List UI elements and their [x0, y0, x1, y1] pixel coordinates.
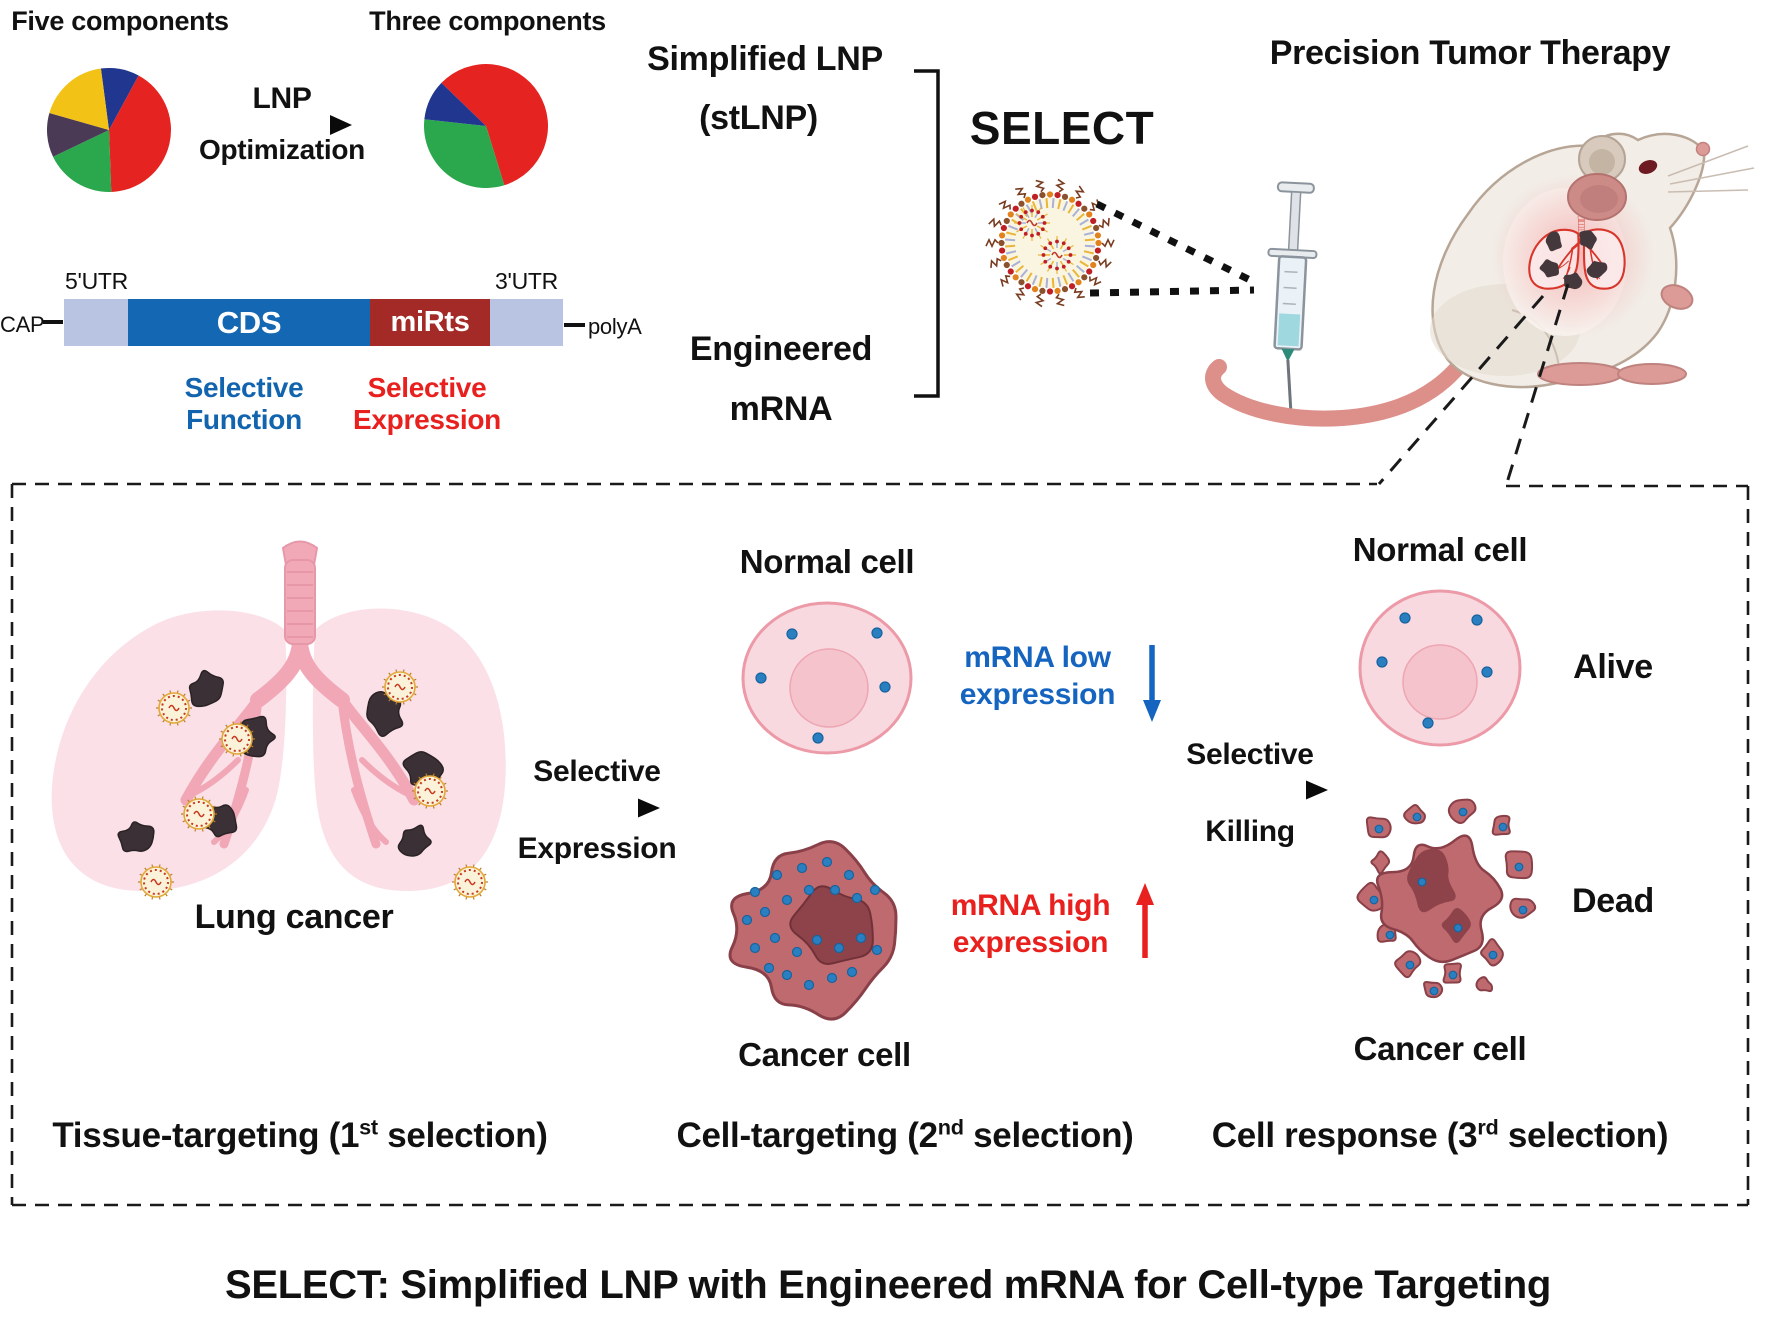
- selective-expression-arrow: [517, 798, 660, 818]
- high-expression-up-arrow: [1136, 883, 1154, 958]
- lnp-particle-illustration: [985, 178, 1115, 308]
- three-components-label: Three components: [369, 6, 606, 36]
- precision-tumor-therapy-title: Precision Tumor Therapy: [1269, 34, 1671, 72]
- construct-ticks: [43, 320, 585, 327]
- syringe-icon: [1267, 181, 1318, 415]
- normal-cell-label-mid: Normal cell: [739, 543, 915, 580]
- stlnp-label: (stLNP): [699, 99, 818, 137]
- five-component-pie-chart: [47, 68, 171, 192]
- lung-cancer-label: Lung cancer: [194, 898, 394, 936]
- lnp-to-syringe-dotted-lines: [1089, 200, 1256, 297]
- cds-label: CDS: [216, 304, 282, 340]
- polya-label: polyA: [588, 314, 642, 339]
- selective-killing-arrow: [1185, 780, 1328, 800]
- figure-footer-title: SELECT: Simplified LNP with Engineered m…: [225, 1263, 1551, 1307]
- five-components-label: Five components: [11, 6, 229, 36]
- selective-expression-label: Selective Expression: [353, 372, 501, 435]
- mrna-construct-bar: CDS miRts: [64, 299, 563, 346]
- mrna-high-expression-label: mRNA high expression: [950, 889, 1111, 959]
- utr3-segment: [490, 299, 563, 346]
- cancer-cell-label-mid: Cancer cell: [738, 1036, 911, 1073]
- low-expression-down-arrow: [1143, 645, 1161, 722]
- selective-killing-arrow-label-bottom: Killing: [1205, 815, 1295, 848]
- dead-cancer-cell-illustration: [1356, 798, 1537, 999]
- cap-label: CAP: [0, 312, 45, 337]
- select-title: SELECT: [969, 102, 1155, 154]
- mouse-illustration: [1205, 132, 1755, 427]
- cancer-cell-illustration: [728, 840, 898, 1021]
- utr5-label: 5'UTR: [65, 268, 128, 294]
- lnp-arrow-bottom-label: Optimization: [199, 134, 365, 165]
- mouse-lung-tumors: [1528, 215, 1626, 290]
- lnp-arrow-top-label: LNP: [252, 82, 312, 115]
- cds-segment: CDS: [128, 299, 370, 346]
- mirts-label: miRts: [390, 305, 470, 338]
- cell-response-caption: Cell response (3rd selection): [1211, 1114, 1669, 1155]
- utr5-segment: [64, 299, 128, 346]
- engineered-label: Engineered: [689, 330, 873, 368]
- selective-function-label: Selective Function: [184, 372, 304, 435]
- selective-expression-arrow-label-top: Selective: [533, 755, 661, 788]
- alive-label: Alive: [1573, 648, 1653, 686]
- lnp-optimization-arrow: [212, 115, 352, 135]
- lnp-particles-in-lung: [138, 669, 488, 900]
- dead-label: Dead: [1572, 882, 1654, 920]
- normal-cell-label-right: Normal cell: [1352, 531, 1528, 568]
- alive-normal-cell-illustration: [1358, 589, 1522, 747]
- mouse-to-box-dashed-lines: [1377, 283, 1570, 487]
- mirts-segment: miRts: [370, 299, 490, 346]
- cell-targeting-caption: Cell-targeting (2nd selection): [676, 1114, 1134, 1155]
- mrna-low-expression-label: mRNA low expression: [959, 641, 1116, 711]
- selective-expression-arrow-label-bottom: Expression: [517, 832, 677, 865]
- engineered-mrna-label: mRNA: [729, 390, 833, 428]
- select-bracket: [914, 69, 940, 398]
- selection-dashed-box: [10, 482, 1750, 1207]
- tissue-targeting-caption: Tissue-targeting (1st selection): [52, 1114, 548, 1155]
- selective-killing-arrow-label-top: Selective: [1186, 738, 1314, 771]
- cancer-cell-label-right: Cancer cell: [1353, 1030, 1527, 1067]
- normal-cell-illustration: [741, 601, 913, 755]
- three-component-pie-chart: [424, 63, 549, 188]
- mouse-whiskers: [1667, 145, 1755, 193]
- simplified-lnp-label: Simplified LNP: [647, 40, 883, 78]
- utr3-label: 3'UTR: [495, 268, 558, 294]
